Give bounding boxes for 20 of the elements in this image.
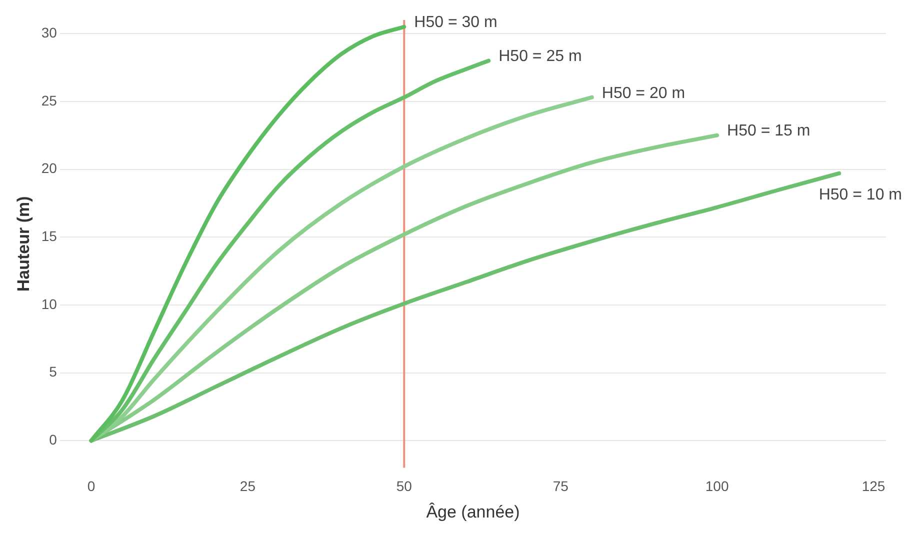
- y-tick-label: 0: [49, 432, 58, 448]
- y-tick-label: 25: [41, 92, 58, 108]
- x-tick-label: 50: [396, 478, 412, 494]
- y-tick-label: 20: [41, 160, 58, 176]
- series-label: H50 = 15 m: [727, 122, 810, 140]
- y-tick-label: 5: [49, 364, 58, 380]
- y-axis-title: Hauteur (m): [14, 196, 33, 292]
- series-label: H50 = 20 m: [602, 84, 686, 102]
- x-tick-label: 100: [705, 478, 729, 494]
- series-label: H50 = 10 m: [818, 186, 902, 204]
- x-tick-label: 125: [862, 478, 886, 494]
- x-axis-title: Âge (année): [426, 502, 520, 522]
- y-tick-label: 30: [41, 24, 58, 40]
- series-label: H50 = 30 m: [414, 14, 498, 32]
- series-label: H50 = 25 m: [498, 48, 582, 66]
- y-tick-label: 10: [41, 296, 58, 312]
- x-tick-label: 25: [240, 478, 256, 494]
- x-tick-label: 75: [552, 478, 569, 494]
- x-tick-label: 0: [87, 478, 96, 494]
- y-tick-label: 15: [41, 228, 58, 244]
